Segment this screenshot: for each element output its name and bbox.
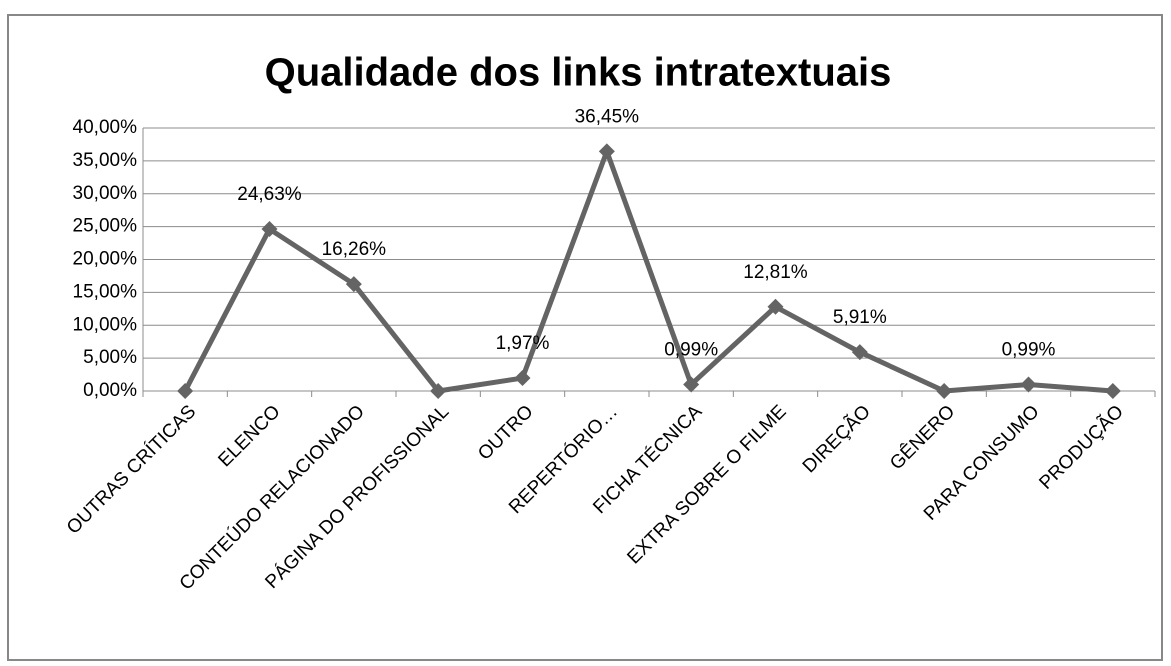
y-tick-label: 0,00% — [83, 380, 137, 401]
line — [182, 148, 1114, 394]
point-marker — [261, 221, 278, 238]
data-label: 0,99% — [664, 340, 718, 361]
y-tick-label: 20,00% — [73, 249, 138, 270]
y-tick-label: 25,00% — [73, 216, 138, 237]
point-marker — [936, 383, 953, 399]
point-marker — [1020, 376, 1037, 393]
y-tick-label: 5,00% — [83, 347, 137, 368]
y-tick-label: 40,00% — [73, 117, 138, 138]
data-label: 16,26% — [322, 239, 387, 260]
point-marker — [514, 370, 531, 387]
point-marker — [767, 298, 784, 315]
chart-title: Qualidade dos links intratextuais — [265, 51, 892, 95]
data-label: 12,81% — [743, 262, 808, 283]
point-marker — [345, 276, 362, 293]
point-marker — [851, 344, 868, 361]
y-tick-label: 15,00% — [73, 281, 138, 302]
data-label: 5,91% — [833, 307, 887, 328]
data-label: 24,63% — [237, 184, 302, 205]
y-tick-label: 35,00% — [73, 150, 138, 171]
point-marker — [430, 383, 447, 399]
chart-frame — [7, 14, 1163, 661]
data-label: 0,99% — [1002, 340, 1056, 361]
y-tick-label: 10,00% — [73, 314, 138, 335]
point-marker — [1104, 383, 1121, 399]
y-tick-label: 30,00% — [73, 183, 138, 204]
point-marker — [683, 376, 700, 393]
point-marker — [177, 383, 194, 399]
data-label: 36,45% — [575, 106, 640, 127]
point-marker — [598, 143, 615, 160]
data-label: 1,97% — [496, 333, 550, 354]
